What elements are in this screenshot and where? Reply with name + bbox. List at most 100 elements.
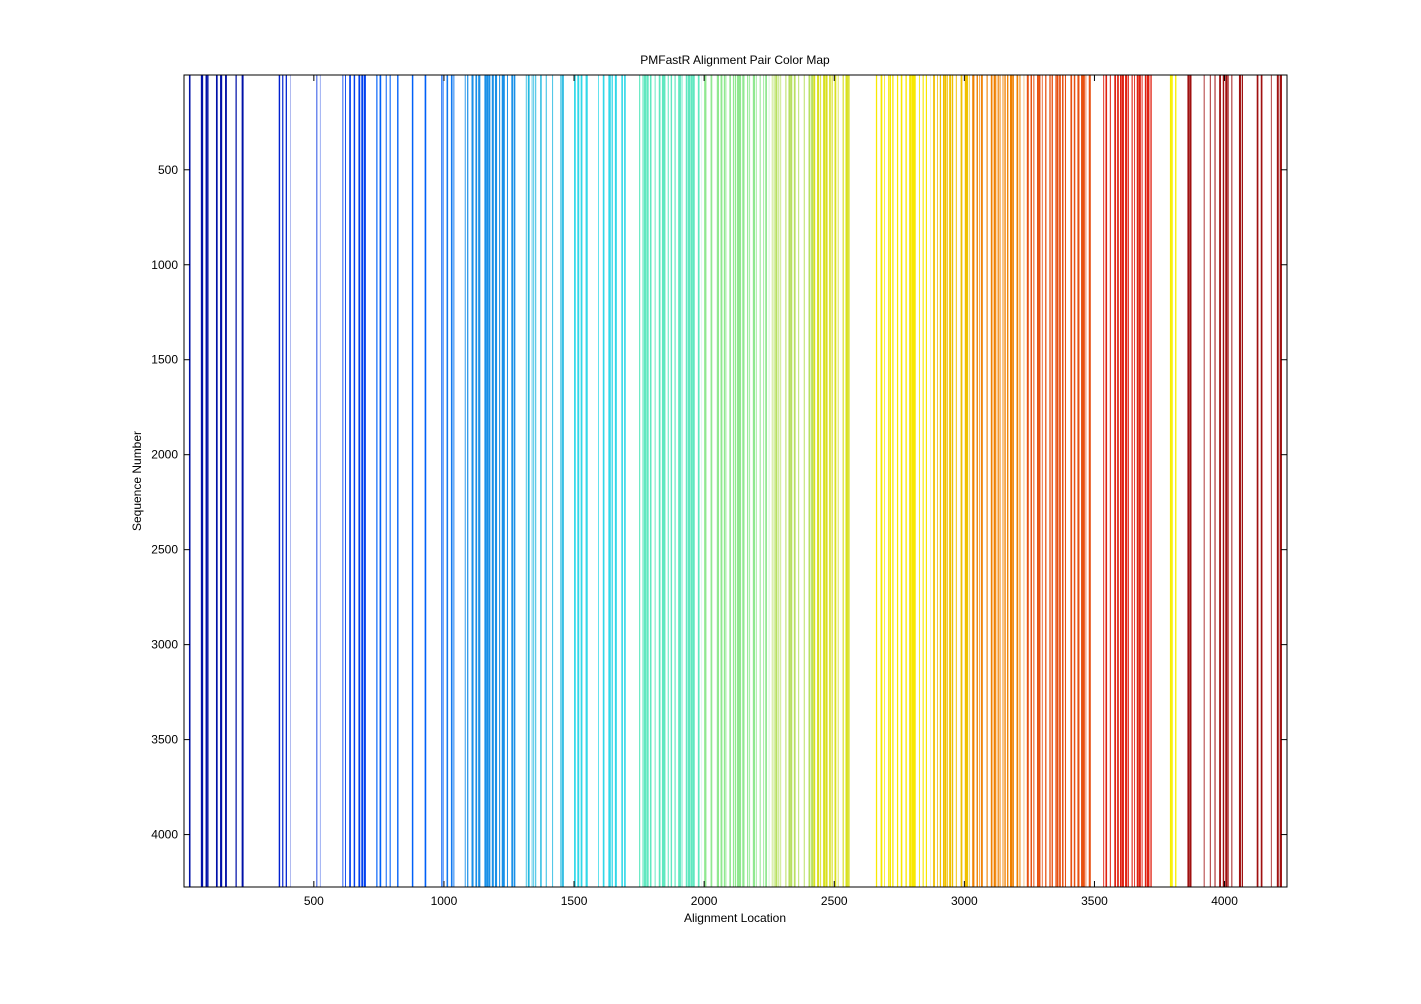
column-group-16-band	[1083, 75, 1085, 887]
column-group-14-band	[949, 75, 951, 887]
column-group-7-band	[540, 75, 541, 887]
column-group-19-band	[1210, 75, 1211, 887]
x-tick-label: 500	[304, 894, 324, 908]
column-group-17-band	[1110, 75, 1111, 887]
column-group-17-band	[1145, 75, 1146, 887]
column-group-14-band	[956, 75, 957, 887]
column-group-13-band	[926, 75, 927, 887]
column-group-6-band	[488, 75, 490, 887]
column-group-12-band	[826, 75, 828, 887]
column-group-6-band	[511, 75, 513, 887]
column-group-16-band	[1089, 75, 1091, 887]
column-group-13-band	[888, 75, 889, 887]
column-group-17-band	[1148, 75, 1149, 887]
column-group-9-band	[698, 75, 700, 887]
column-group-9-band	[680, 75, 681, 887]
column-group-14-band	[945, 75, 947, 887]
column-group-15-band	[1004, 75, 1005, 887]
column-group-17-band	[1150, 75, 1151, 887]
x-tick-label: 1500	[561, 894, 588, 908]
column-group-14-band	[947, 75, 948, 887]
column-group-9-band	[644, 75, 646, 887]
column-group-12-band	[832, 75, 833, 887]
column-group-13-band	[923, 75, 924, 887]
column-group-15-band	[991, 75, 993, 887]
column-group-5-band	[451, 75, 453, 887]
column-group-0-band	[220, 75, 222, 887]
column-group-16-band	[1039, 75, 1041, 887]
column-group-12-band	[820, 75, 821, 887]
y-tick-label: 3000	[151, 638, 178, 652]
column-group-9-band	[682, 75, 683, 887]
column-group-16-band	[1070, 75, 1072, 887]
column-group-15-band	[1000, 75, 1001, 887]
column-group-0-band	[225, 75, 227, 887]
column-group-17-band	[1137, 75, 1139, 887]
column-group-13-band	[897, 75, 898, 887]
column-group-16-band	[1042, 75, 1043, 887]
column-group-7-band	[532, 75, 533, 887]
column-group-8-band	[612, 75, 613, 887]
column-group-11-band	[775, 75, 777, 887]
y-tick-label: 3500	[151, 733, 178, 747]
column-group-19-band	[1239, 75, 1241, 887]
column-group-3-band	[349, 75, 351, 887]
column-group-10-band	[749, 75, 750, 887]
column-group-4-band	[412, 75, 413, 887]
column-group-13-band	[881, 75, 883, 887]
y-tick-label: 2000	[151, 448, 178, 462]
column-group-6-band	[467, 75, 468, 887]
column-group-8-band	[621, 75, 623, 887]
column-group-14-band	[961, 75, 963, 887]
column-group-10-band	[729, 75, 731, 887]
column-group-1-band	[286, 75, 287, 887]
column-group-14-band	[969, 75, 970, 887]
column-group-11-band	[785, 75, 786, 887]
column-group-9-band	[688, 75, 690, 887]
column-group-10-band	[739, 75, 741, 887]
column-group-11-band	[809, 75, 811, 887]
column-group-12-band	[847, 75, 849, 887]
column-group-7-band	[526, 75, 527, 887]
column-group-19-band	[1189, 75, 1191, 887]
column-group-6-band	[486, 75, 488, 887]
column-group-17-band	[1120, 75, 1122, 887]
column-group-1-band	[282, 75, 283, 887]
column-group-4-band	[376, 75, 377, 887]
column-group-17-band	[1105, 75, 1107, 887]
column-group-7-band	[528, 75, 530, 887]
column-group-7-band	[535, 75, 536, 887]
column-group-6-band	[502, 75, 504, 887]
column-group-9-band	[639, 75, 640, 887]
column-group-3-band	[342, 75, 343, 887]
column-group-4-band	[390, 75, 391, 887]
column-group-14-band	[940, 75, 941, 887]
column-group-9-band	[650, 75, 652, 887]
column-group-15-band	[998, 75, 999, 887]
column-group-14-band	[966, 75, 968, 887]
column-group-9-band	[663, 75, 665, 887]
column-group-8-band	[581, 75, 583, 887]
column-group-12-band	[829, 75, 831, 887]
column-group-19-band	[1242, 75, 1243, 887]
column-group-15-band	[994, 75, 995, 887]
column-group-16-band	[1045, 75, 1046, 887]
column-group-4-band	[386, 75, 387, 887]
column-group-13-band	[909, 75, 911, 887]
y-tick-label: 1000	[151, 258, 178, 272]
column-group-6-band	[495, 75, 497, 887]
column-group-17-band	[1125, 75, 1127, 887]
y-axis-label: Sequence Number	[130, 431, 144, 531]
column-group-19-band	[1280, 75, 1282, 887]
column-group-10-band	[733, 75, 734, 887]
column-group-13-band	[915, 75, 916, 887]
column-group-12-band	[838, 75, 839, 887]
column-group-0-band	[206, 75, 208, 887]
column-group-16-band	[1037, 75, 1039, 887]
column-group-9-band	[668, 75, 669, 887]
column-group-17-band	[1142, 75, 1143, 887]
column-group-7-band	[552, 75, 553, 887]
column-group-15-band	[972, 75, 974, 887]
column-group-4-band	[380, 75, 382, 887]
